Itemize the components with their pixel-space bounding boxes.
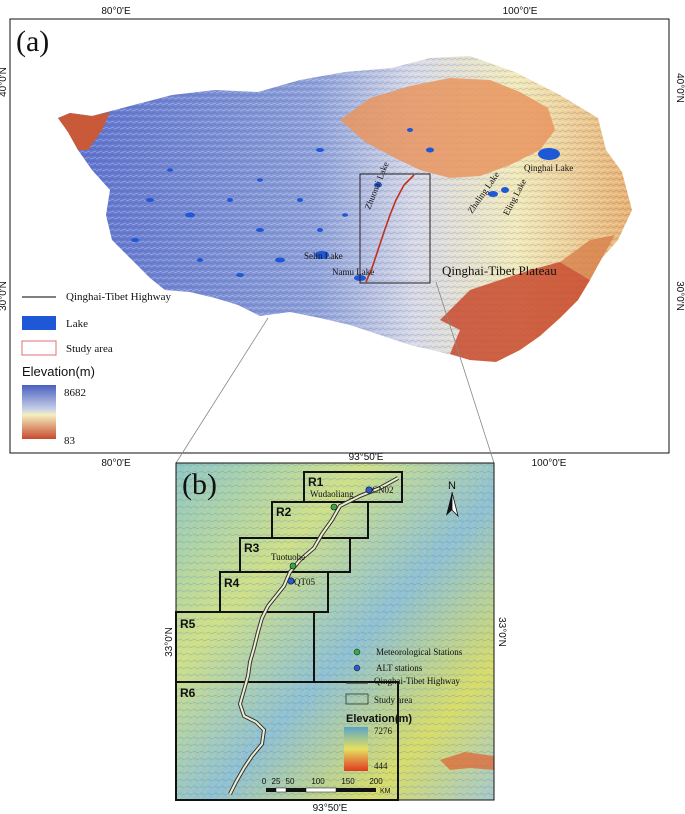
lat-left-b: 33°0'N xyxy=(164,627,175,657)
legend-met-symbol xyxy=(353,648,361,656)
lake-eling xyxy=(501,187,509,193)
lon-bottom-b: 93°50'E xyxy=(313,803,348,814)
label-qt05: QT05 xyxy=(294,577,315,587)
label-qinghai-lake: Qinghai Lake xyxy=(524,163,573,173)
lake-zhuonai xyxy=(374,182,382,188)
small-lakes xyxy=(131,128,434,277)
study-area-box xyxy=(359,173,431,284)
scale-tick-200: 200 xyxy=(369,777,383,786)
label-selin-lake: Selin Lake xyxy=(304,251,343,261)
legend-highway-label: Qinghai-Tibet Highway xyxy=(66,291,172,303)
lon-80-top: 80°0'E xyxy=(101,6,131,17)
legend-elevation-b-title: Elevation(m) xyxy=(346,713,412,725)
highway-line-a xyxy=(365,174,415,283)
panel-b-low-area xyxy=(440,752,494,770)
lat-30-left: 30°0'N xyxy=(0,281,9,311)
region-box-r6 xyxy=(175,681,399,801)
connector-right xyxy=(435,281,495,464)
scale-tick-150: 150 xyxy=(341,777,355,786)
station-tuotuohe xyxy=(289,562,297,570)
connector-left xyxy=(175,317,269,464)
panel-a-label: (a) xyxy=(16,25,49,58)
scale-tick-100: 100 xyxy=(311,777,325,786)
legend-lake-label: Lake xyxy=(66,318,88,330)
label-namu-lake: Namu Lake xyxy=(332,267,374,277)
legend-elev-b-min: 444 xyxy=(374,761,388,771)
legend-study-symbol xyxy=(21,340,57,356)
legend-lake-symbol xyxy=(22,316,56,330)
southeast-low-edge xyxy=(440,262,590,362)
lake-selin xyxy=(315,251,329,259)
label-r2: R2 xyxy=(276,505,292,519)
legend-highway-b-label: Qinghai-Tibet Highway xyxy=(374,676,460,686)
legend-met-label: Meteorological Stations xyxy=(376,647,463,657)
lon-top-b: 93°50'E xyxy=(349,452,384,463)
panel-b: Wudaoliang CN02 Tuotuohe QT05 R1 R2 R3 R… xyxy=(164,452,507,814)
station-wudaoliang xyxy=(330,503,338,511)
lon-80-bottom: 80°0'E xyxy=(101,458,131,469)
panel-b-label: (b) xyxy=(182,468,217,501)
scale-tick-0: 0 xyxy=(262,777,267,786)
lat-40-left: 40°0'N xyxy=(0,67,9,97)
legend-elevation-ramp xyxy=(22,385,56,439)
lon-100-top: 100°0'E xyxy=(503,6,538,17)
north-arrow-icon: N xyxy=(446,480,459,518)
station-qt05 xyxy=(287,577,295,585)
scale-bar: 0 25 50 100 150 200 KM xyxy=(262,777,391,795)
scale-tick-25: 25 xyxy=(272,777,281,786)
label-r4: R4 xyxy=(224,576,240,590)
scale-tick-50: 50 xyxy=(286,777,295,786)
legend-alt-symbol xyxy=(353,664,361,672)
legend-study-b-symbol xyxy=(345,693,369,705)
label-r3: R3 xyxy=(244,541,260,555)
label-wudaoliang: Wudaoliang xyxy=(310,489,354,499)
scale-unit: KM xyxy=(380,788,391,795)
label-cn02: CN02 xyxy=(372,485,394,495)
legend-study-b-label: Study area xyxy=(374,695,412,705)
lat-40-right: 40°0'N xyxy=(674,73,685,103)
west-low-edge xyxy=(58,112,110,150)
legend-elevation-title: Elevation(m) xyxy=(22,364,95,379)
legend-elev-min: 83 xyxy=(64,435,76,447)
station-cn02 xyxy=(365,486,373,494)
label-tuotuohe: Tuotuohe xyxy=(271,552,305,562)
legend-elevation-b-ramp xyxy=(344,727,368,771)
lat-30-right: 30°0'N xyxy=(674,281,685,311)
lon-100-bottom: 100°0'E xyxy=(532,458,567,469)
lake-qinghai xyxy=(538,148,560,160)
qaidam-basin xyxy=(340,78,555,178)
label-r6: R6 xyxy=(180,686,196,700)
label-r5: R5 xyxy=(180,617,196,631)
legend-elev-max: 8682 xyxy=(64,387,86,399)
lake-zhaling xyxy=(488,191,498,197)
panel-a: (a) 80°0'E 100°0'E 80°0'E 100°0'E 40°0'N… xyxy=(0,6,685,469)
legend-alt-label: ALT stations xyxy=(376,663,423,673)
label-r1: R1 xyxy=(308,475,324,489)
legend-study-label: Study area xyxy=(66,343,113,355)
label-plateau: Qinghai-Tibet Plateau xyxy=(442,263,557,278)
lat-right-b: 33°0'N xyxy=(496,617,507,647)
north-label: N xyxy=(448,480,456,492)
legend-elev-b-max: 7276 xyxy=(374,726,393,736)
